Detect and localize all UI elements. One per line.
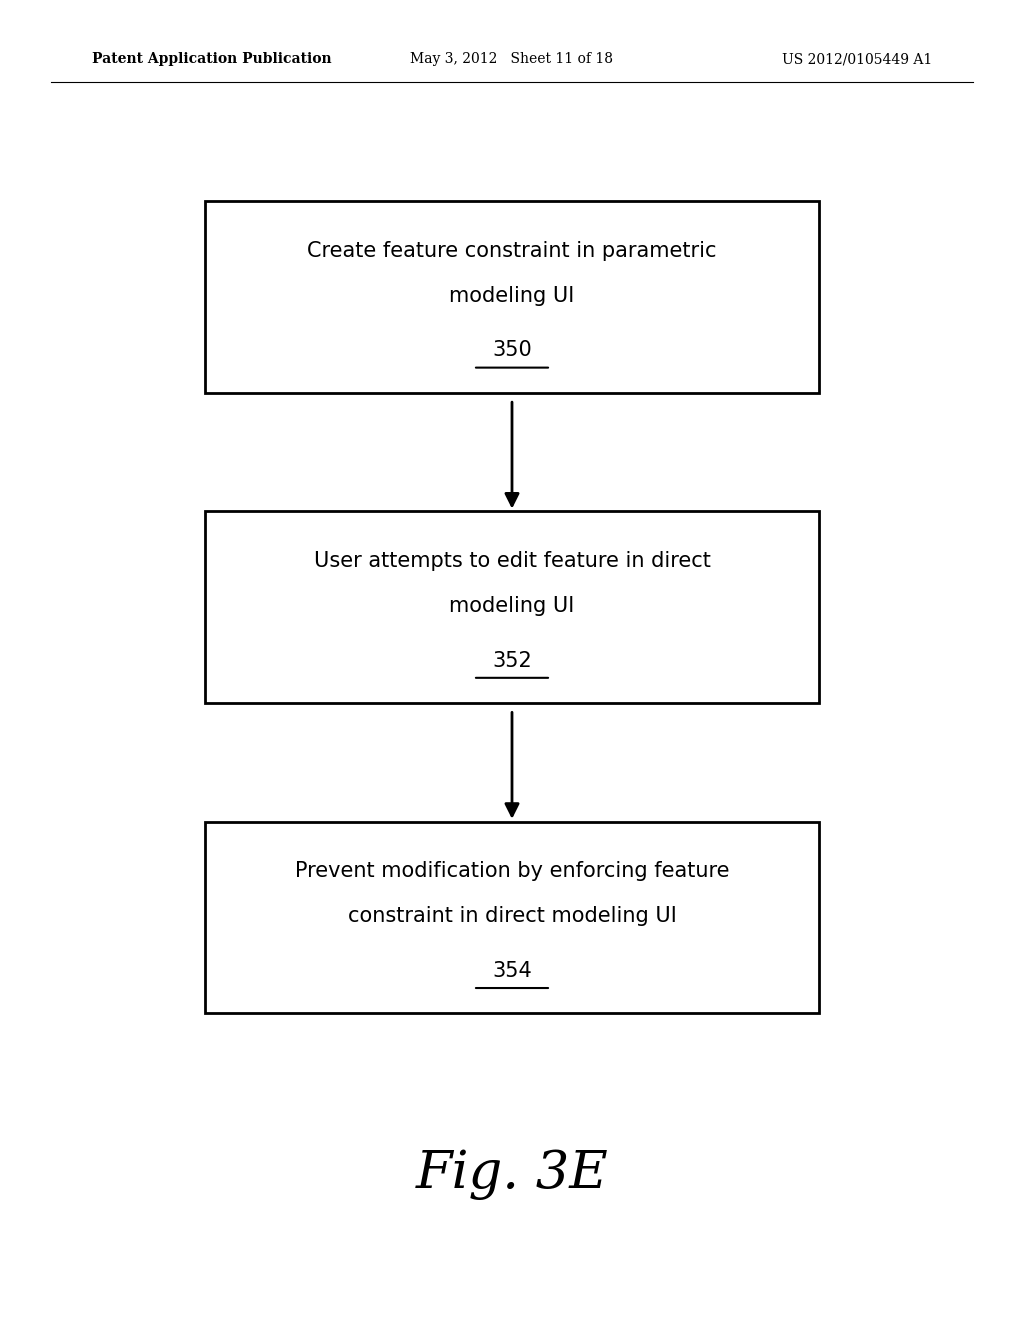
Text: Fig. 3E: Fig. 3E [416,1150,608,1200]
Text: May 3, 2012   Sheet 11 of 18: May 3, 2012 Sheet 11 of 18 [411,53,613,66]
Text: Prevent modification by enforcing feature: Prevent modification by enforcing featur… [295,861,729,882]
FancyBboxPatch shape [205,511,819,702]
Text: Create feature constraint in parametric: Create feature constraint in parametric [307,240,717,261]
Text: modeling UI: modeling UI [450,595,574,616]
FancyBboxPatch shape [205,201,819,393]
FancyBboxPatch shape [205,821,819,1014]
Text: 350: 350 [493,341,531,360]
Text: US 2012/0105449 A1: US 2012/0105449 A1 [781,53,932,66]
Text: 352: 352 [493,651,531,671]
Text: 354: 354 [493,961,531,981]
Text: modeling UI: modeling UI [450,285,574,306]
Text: User attempts to edit feature in direct: User attempts to edit feature in direct [313,550,711,572]
Text: constraint in direct modeling UI: constraint in direct modeling UI [347,906,677,927]
Text: Patent Application Publication: Patent Application Publication [92,53,332,66]
